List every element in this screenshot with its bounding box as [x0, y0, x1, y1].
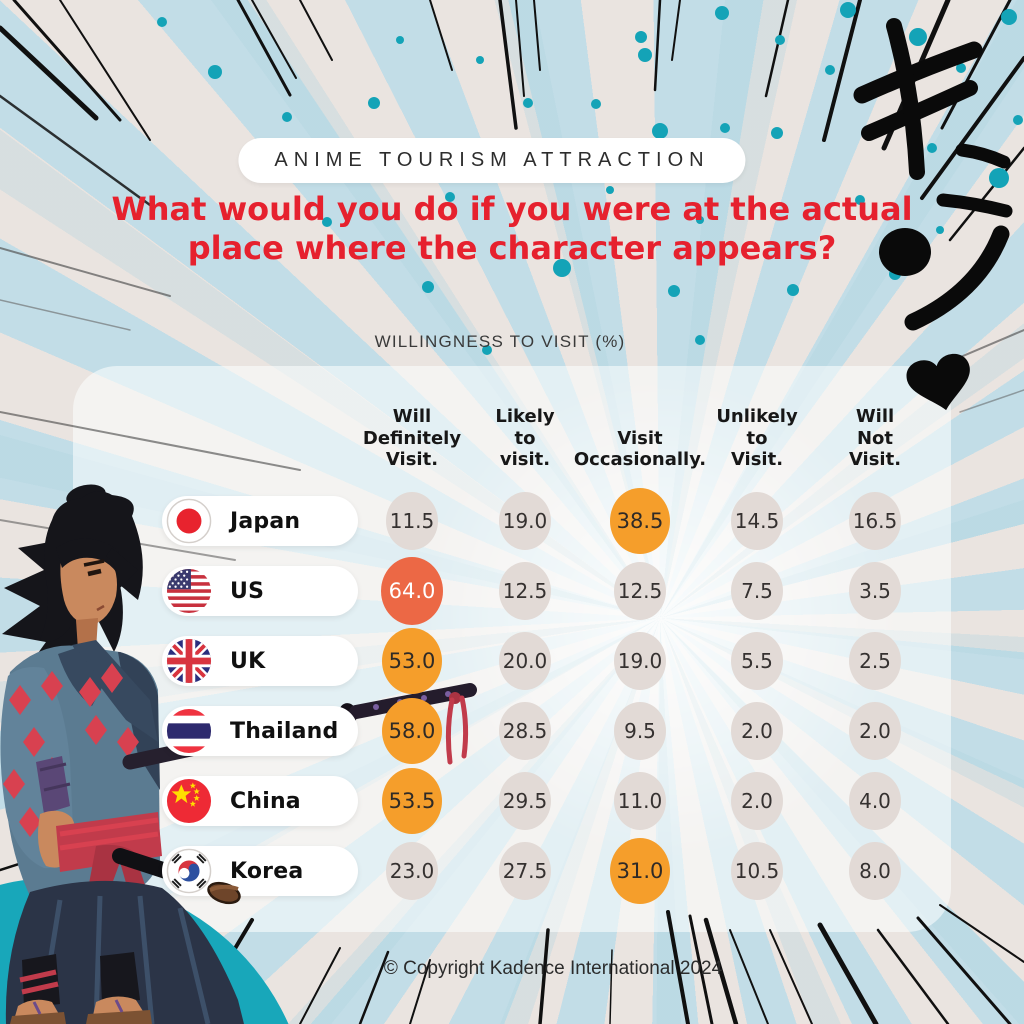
us-flag-icon: [166, 568, 212, 614]
uk-flag-icon: [166, 638, 212, 684]
japan-flag-icon: [166, 498, 212, 544]
value-circle: 5.5: [731, 632, 783, 690]
value-circle: 2.5: [849, 632, 901, 690]
copyright-text: © Copyright Kadence International 2024: [383, 958, 723, 979]
country-row-thailand: Thailand: [162, 706, 358, 756]
thailand-flag-icon: [166, 708, 212, 754]
value-circle: 27.5: [499, 842, 551, 900]
korea-flag-icon: [166, 848, 212, 894]
country-row-china: China: [162, 776, 358, 826]
country-name: US: [230, 578, 265, 604]
value-circle: 19.0: [499, 492, 551, 550]
value-circle: 8.0: [849, 842, 901, 900]
country-name: UK: [230, 648, 266, 674]
chart-subtitle: WILLINGNESS TO VISIT (%): [374, 332, 626, 351]
value-circle: 28.5: [499, 702, 551, 760]
value-circle: 4.0: [849, 772, 901, 830]
value-circle: 12.5: [614, 562, 666, 620]
value-circle: 2.0: [731, 702, 783, 760]
value-circle: 10.5: [731, 842, 783, 900]
column-header: Unlikely to Visit.: [716, 406, 798, 470]
page-title: What would you do if you were at the act…: [111, 190, 913, 268]
country-row-uk: UK: [162, 636, 358, 686]
value-circle: 31.0: [610, 838, 670, 904]
country-row-korea: Korea: [162, 846, 358, 896]
country-row-us: US: [162, 566, 358, 616]
value-circle: 29.5: [499, 772, 551, 830]
country-row-japan: Japan: [162, 496, 358, 546]
value-circle: 23.0: [386, 842, 438, 900]
country-name: China: [230, 788, 301, 814]
value-circle: 2.0: [849, 702, 901, 760]
column-header: Will Definitely Visit.: [362, 406, 462, 470]
value-circle: 58.0: [382, 698, 442, 764]
value-circle: 64.0: [381, 557, 443, 625]
value-circle: 14.5: [731, 492, 783, 550]
value-circle: 16.5: [849, 492, 901, 550]
country-name: Thailand: [230, 718, 339, 744]
value-circle: 9.5: [614, 702, 666, 760]
value-circle: 38.5: [610, 488, 670, 554]
value-circle: 7.5: [731, 562, 783, 620]
value-circle: 3.5: [849, 562, 901, 620]
value-circle: 12.5: [499, 562, 551, 620]
value-circle: 20.0: [499, 632, 551, 690]
country-name: Korea: [230, 858, 304, 884]
value-circle: 53.5: [382, 768, 442, 834]
column-header: Will Not Visit.: [848, 406, 902, 470]
country-name: Japan: [230, 508, 301, 534]
column-header: Visit Occasionally.: [573, 427, 707, 470]
value-circle: 11.0: [614, 772, 666, 830]
header-badge: ANIME TOURISM ATTRACTION: [238, 138, 746, 183]
value-circle: 11.5: [386, 492, 438, 550]
china-flag-icon: [166, 778, 212, 824]
column-header: Likely to visit.: [495, 406, 555, 470]
value-circle: 53.0: [382, 628, 442, 694]
value-circle: 2.0: [731, 772, 783, 830]
value-circle: 19.0: [614, 632, 666, 690]
